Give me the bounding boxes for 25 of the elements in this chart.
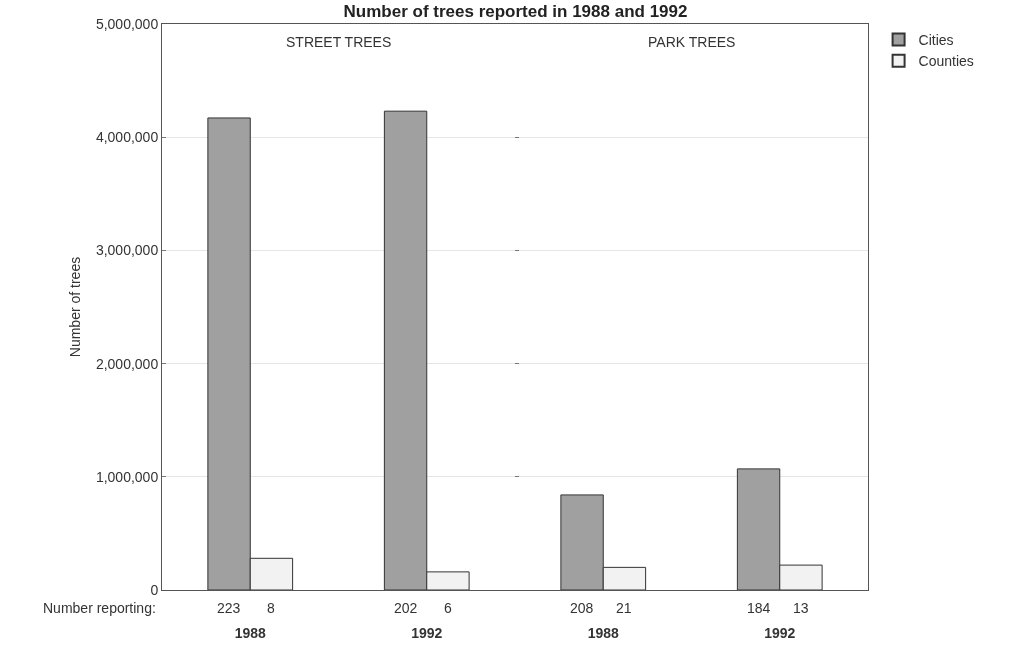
text: Number reporting:: [43, 600, 156, 616]
annotation: STREET TREES: [286, 34, 392, 50]
y-tick-label: 5,000,000: [95, 15, 159, 32]
y-tick-label: 4,000,000: [95, 129, 159, 146]
y-tick-label: 3,000,000: [95, 242, 159, 259]
x-tick-label: 1988: [587, 624, 620, 641]
annotation: 21: [616, 600, 632, 616]
annotation: 8: [267, 600, 275, 616]
x-tick-label: 1988: [234, 624, 267, 641]
legend-label: Counties: [918, 53, 974, 70]
y-tick-label: 0: [150, 581, 159, 598]
legend-label: Cities: [918, 32, 954, 49]
y-axis-title: Number of trees: [66, 256, 83, 358]
y-tick-label: 1,000,000: [95, 468, 159, 485]
x-tick-label: 1992: [764, 624, 796, 641]
annotation: 223: [217, 600, 241, 616]
chart-title: Number of trees reported in 1988 and 1992: [343, 2, 688, 21]
annotation: PARK TREES: [648, 34, 736, 50]
y-tick-label: 2,000,000: [95, 355, 159, 372]
annotation: 6: [444, 600, 452, 616]
x-tick-label: 1992: [411, 624, 443, 641]
annotation: 208: [570, 600, 594, 616]
annotation: 202: [394, 600, 418, 616]
annotation: 184: [747, 600, 771, 616]
annotation: 13: [793, 600, 809, 616]
